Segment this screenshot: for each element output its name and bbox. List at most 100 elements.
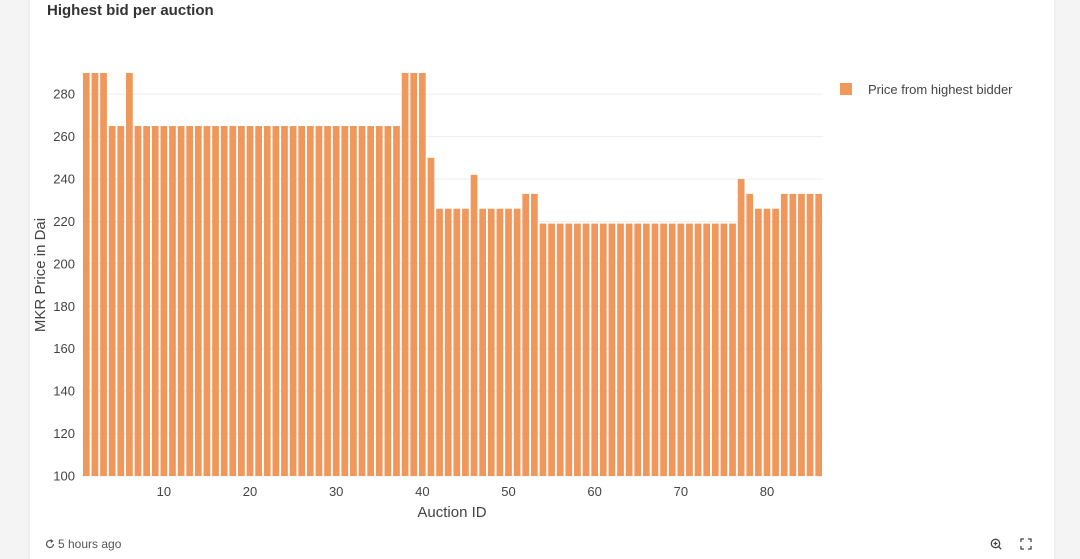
bar[interactable] (479, 208, 487, 476)
grid-lines (82, 93, 823, 477)
bar[interactable] (548, 223, 555, 476)
bar[interactable] (134, 126, 142, 477)
bar[interactable] (660, 223, 667, 476)
x-tick-labels: 10 20 30 40 50 60 70 80 (157, 484, 775, 499)
bar[interactable] (815, 193, 823, 476)
refresh-icon[interactable] (45, 539, 55, 549)
bar[interactable] (160, 126, 168, 477)
bar[interactable] (625, 223, 633, 476)
bar[interactable] (772, 208, 779, 476)
bar[interactable] (100, 73, 107, 476)
bar[interactable] (367, 126, 375, 477)
bar[interactable] (608, 223, 616, 476)
bar[interactable] (151, 126, 159, 477)
bar[interactable] (806, 193, 814, 476)
bar[interactable] (651, 223, 659, 476)
bar[interactable] (203, 126, 211, 477)
bar[interactable] (703, 223, 711, 476)
bar[interactable] (91, 73, 99, 476)
legend[interactable]: Price from highest bidder (840, 82, 1013, 97)
y-tick-label: 160 (53, 341, 75, 356)
bar[interactable] (789, 193, 797, 476)
bar[interactable] (530, 193, 538, 476)
bar[interactable] (462, 208, 469, 476)
bar[interactable] (556, 223, 564, 476)
bar[interactable] (798, 193, 805, 476)
bar[interactable] (272, 126, 280, 477)
bar[interactable] (263, 126, 271, 477)
bar[interactable] (565, 223, 573, 476)
bar[interactable] (617, 223, 624, 476)
bar[interactable] (289, 126, 297, 477)
bar[interactable] (599, 223, 607, 476)
bar[interactable] (737, 179, 745, 477)
bar[interactable] (436, 208, 443, 476)
bar[interactable] (539, 223, 547, 476)
bar[interactable] (177, 126, 185, 477)
bar[interactable] (126, 73, 133, 476)
bar[interactable] (194, 126, 202, 477)
bar[interactable] (643, 223, 650, 476)
bar[interactable] (780, 193, 788, 476)
zoom-in-icon[interactable] (990, 538, 1002, 550)
x-tick-label: 20 (243, 484, 257, 499)
bar[interactable] (143, 126, 150, 477)
bar[interactable] (375, 126, 383, 477)
bar[interactable] (444, 208, 452, 476)
bar[interactable] (298, 126, 306, 477)
bar[interactable] (117, 126, 125, 477)
x-tick-label: 10 (157, 484, 171, 499)
bar[interactable] (505, 208, 512, 476)
bar[interactable] (358, 126, 366, 477)
bar[interactable] (341, 126, 349, 477)
bar[interactable] (332, 126, 340, 477)
bar[interactable] (220, 126, 228, 477)
bar[interactable] (350, 126, 357, 477)
bar[interactable] (668, 223, 676, 476)
bar[interactable] (582, 223, 590, 476)
bar[interactable] (255, 126, 262, 477)
bar[interactable] (324, 126, 331, 477)
expand-icon[interactable] (1020, 538, 1032, 550)
bar[interactable] (522, 193, 530, 476)
bar[interactable] (315, 126, 323, 477)
bar[interactable] (591, 223, 599, 476)
legend-swatch (840, 83, 852, 95)
bar[interactable] (470, 174, 478, 476)
chart-card: Highest bid per auction 100 120 140 160 180 2… (30, 0, 1054, 559)
bar[interactable] (634, 223, 642, 476)
bar[interactable] (487, 208, 495, 476)
bar[interactable] (427, 157, 435, 476)
bar[interactable] (393, 126, 400, 477)
bar[interactable] (677, 223, 685, 476)
bar[interactable] (513, 208, 521, 476)
bar[interactable] (694, 223, 702, 476)
bar[interactable] (401, 73, 409, 476)
bar[interactable] (169, 126, 176, 477)
bar[interactable] (418, 73, 426, 476)
bar[interactable] (238, 126, 245, 477)
bar[interactable] (306, 126, 314, 477)
bar[interactable] (384, 126, 392, 477)
bar[interactable] (212, 126, 219, 477)
bar[interactable] (229, 126, 237, 477)
bar[interactable] (720, 223, 728, 476)
y-tick-label: 220 (53, 214, 75, 229)
legend-label: Price from highest bidder (868, 82, 1013, 97)
bar[interactable] (186, 126, 194, 477)
y-tick-label: 260 (53, 129, 75, 144)
bar[interactable] (574, 223, 581, 476)
bar[interactable] (763, 208, 771, 476)
bar[interactable] (496, 208, 504, 476)
bar[interactable] (746, 193, 754, 476)
bar[interactable] (281, 126, 288, 477)
bar[interactable] (755, 208, 762, 476)
bar[interactable] (82, 73, 90, 476)
bar[interactable] (453, 208, 461, 476)
bar[interactable] (729, 223, 736, 476)
bar[interactable] (711, 223, 719, 476)
bar[interactable] (686, 223, 693, 476)
bar[interactable] (246, 126, 254, 477)
bar[interactable] (108, 126, 116, 477)
bar[interactable] (410, 73, 418, 476)
